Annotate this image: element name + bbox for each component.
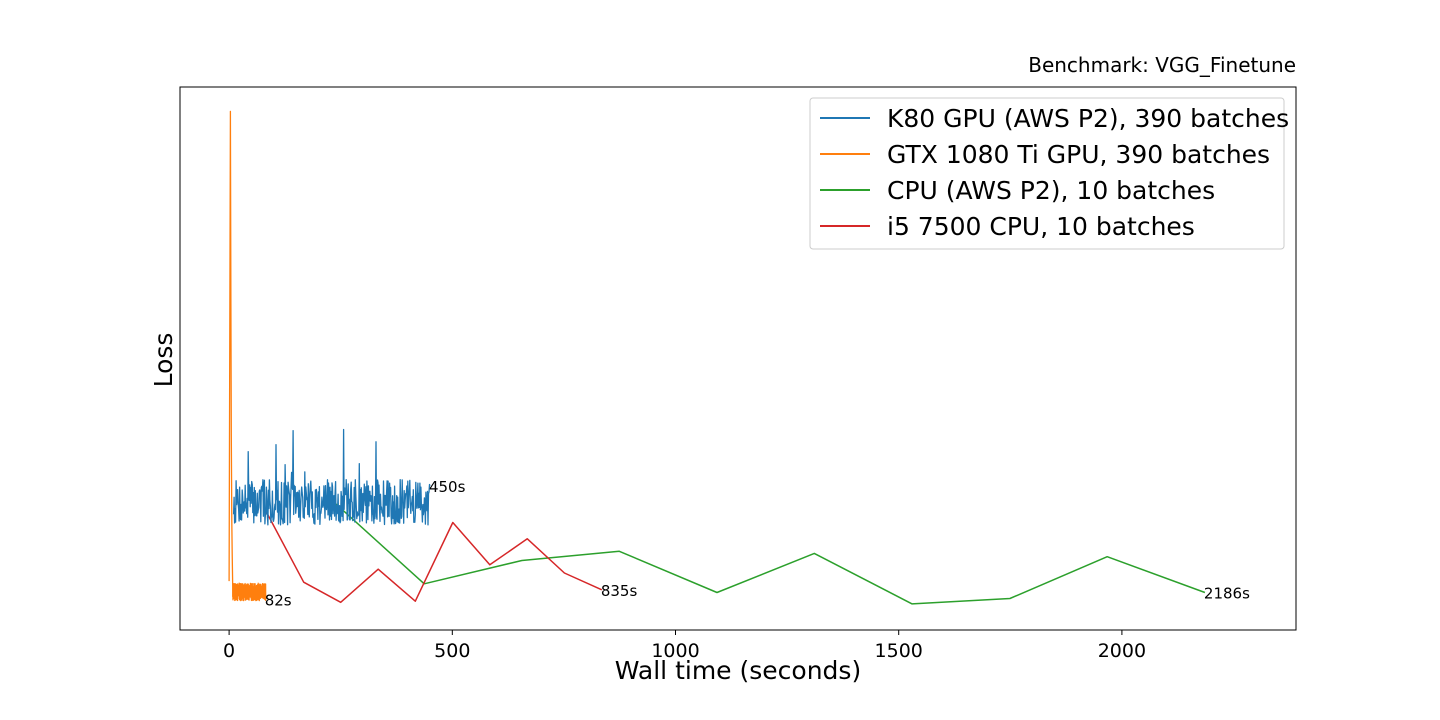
x-axis-title: Wall time (seconds) xyxy=(615,656,861,685)
x-tick-label: 1000 xyxy=(651,640,699,662)
legend-frame xyxy=(809,97,1285,250)
end-label-layer: 2186s 835s 450s 82s xyxy=(265,478,1250,610)
plot-frame xyxy=(179,86,1297,631)
x-axis-ticks: 0 500 1000 1500 2000 xyxy=(223,630,1146,662)
series-end-label-1: 82s xyxy=(265,592,292,610)
legend-label-0: K80 GPU (AWS P2), 390 batches xyxy=(887,104,1289,133)
series-line-3 xyxy=(265,511,603,604)
x-tick-label: 2000 xyxy=(1098,640,1146,662)
legend-label-1: GTX 1080 Ti GPU, 390 batches xyxy=(887,140,1270,169)
y-axis-title: Loss xyxy=(149,333,178,388)
legend-label-3: i5 7500 CPU, 10 batches xyxy=(887,212,1195,241)
series-end-label-0: 450s xyxy=(429,478,466,496)
x-tick-label: 0 xyxy=(223,640,235,662)
series-layer xyxy=(228,110,1206,605)
x-tick-label: 500 xyxy=(434,640,470,662)
legend-label-2: CPU (AWS P2), 10 batches xyxy=(887,176,1215,205)
legend: K80 GPU (AWS P2), 390 batches GTX 1080 Ti… xyxy=(809,97,1289,250)
chart-title: Benchmark: VGG_Finetune xyxy=(1028,53,1296,77)
series-line-0 xyxy=(232,428,431,526)
series-end-label-2: 2186s xyxy=(1204,585,1250,603)
series-line-2 xyxy=(325,494,1206,605)
series-end-label-3: 835s xyxy=(601,582,638,600)
x-tick-label: 1500 xyxy=(875,640,923,662)
series-line-1 xyxy=(228,110,267,602)
